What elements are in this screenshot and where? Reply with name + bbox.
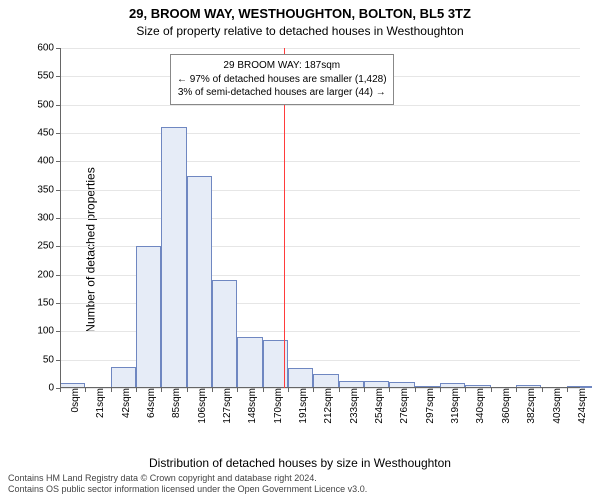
xtick-label: 424sqm [571,388,588,424]
annotation-line-2: ← 97% of detached houses are smaller (1,… [177,73,387,87]
xtick-label: 212sqm [317,388,334,424]
ytick-label: 350 [24,184,60,195]
xtick-mark [136,388,137,392]
xtick-label: 360sqm [495,388,512,424]
xtick-mark [364,388,365,392]
annotation-line-1: 29 BROOM WAY: 187sqm [177,59,387,73]
xtick-mark [161,388,162,392]
x-axis-line [60,387,580,388]
histogram-bar [288,368,313,388]
xtick-mark [237,388,238,392]
xtick-label: 42sqm [115,388,132,418]
xtick-label: 148sqm [241,388,258,424]
xtick-label: 191sqm [292,388,309,424]
xtick-mark [415,388,416,392]
footer-line-1: Contains HM Land Registry data © Crown c… [8,473,592,485]
annotation-box: 29 BROOM WAY: 187sqm← 97% of detached ho… [170,54,394,105]
xtick-label: 319sqm [444,388,461,424]
xtick-label: 233sqm [343,388,360,424]
ytick-label: 600 [24,43,60,54]
xtick-mark [60,388,61,392]
xtick-label: 382sqm [520,388,537,424]
gridline [60,190,580,191]
histogram-bar [212,280,237,388]
xtick-label: 127sqm [216,388,233,424]
ytick-label: 0 [24,383,60,394]
x-axis-label: Distribution of detached houses by size … [0,456,600,470]
xtick-mark [389,388,390,392]
ytick-label: 500 [24,99,60,110]
xtick-mark [212,388,213,392]
xtick-mark [313,388,314,392]
plot-area: 0501001502002503003504004505005506000sqm… [60,48,580,388]
xtick-label: 64sqm [140,388,157,418]
xtick-label: 21sqm [89,388,106,418]
xtick-mark [288,388,289,392]
ytick-label: 300 [24,213,60,224]
y-axis-line [60,48,61,388]
chart-container: 29, BROOM WAY, WESTHOUGHTON, BOLTON, BL5… [0,0,600,500]
xtick-mark [516,388,517,392]
chart-title: 29, BROOM WAY, WESTHOUGHTON, BOLTON, BL5… [0,6,600,21]
histogram-bar [161,127,186,388]
xtick-mark [465,388,466,392]
histogram-bar [187,176,212,389]
ytick-label: 200 [24,269,60,280]
xtick-mark [263,388,264,392]
footer-attribution: Contains HM Land Registry data © Crown c… [8,473,592,496]
xtick-mark [339,388,340,392]
gridline [60,218,580,219]
ytick-label: 400 [24,156,60,167]
xtick-mark [85,388,86,392]
gridline [60,133,580,134]
xtick-mark [567,388,568,392]
ytick-label: 250 [24,241,60,252]
gridline [60,48,580,49]
xtick-label: 254sqm [368,388,385,424]
ytick-label: 150 [24,298,60,309]
ytick-label: 550 [24,71,60,82]
xtick-label: 106sqm [191,388,208,424]
histogram-bar [111,367,136,388]
xtick-label: 85sqm [165,388,182,418]
footer-line-2: Contains OS public sector information li… [8,484,592,496]
xtick-mark [542,388,543,392]
histogram-bar [237,337,262,388]
gridline [60,161,580,162]
xtick-label: 340sqm [469,388,486,424]
ytick-label: 50 [24,354,60,365]
xtick-label: 276sqm [393,388,410,424]
ytick-label: 100 [24,326,60,337]
xtick-mark [491,388,492,392]
xtick-label: 297sqm [419,388,436,424]
xtick-mark [440,388,441,392]
xtick-label: 170sqm [267,388,284,424]
gridline [60,105,580,106]
xtick-mark [111,388,112,392]
chart-subtitle: Size of property relative to detached ho… [0,24,600,38]
xtick-mark [187,388,188,392]
annotation-line-3: 3% of semi-detached houses are larger (4… [177,86,387,100]
ytick-label: 450 [24,128,60,139]
xtick-label: 0sqm [64,388,81,412]
xtick-label: 403sqm [546,388,563,424]
histogram-bar [313,374,338,388]
histogram-bar [136,246,161,388]
